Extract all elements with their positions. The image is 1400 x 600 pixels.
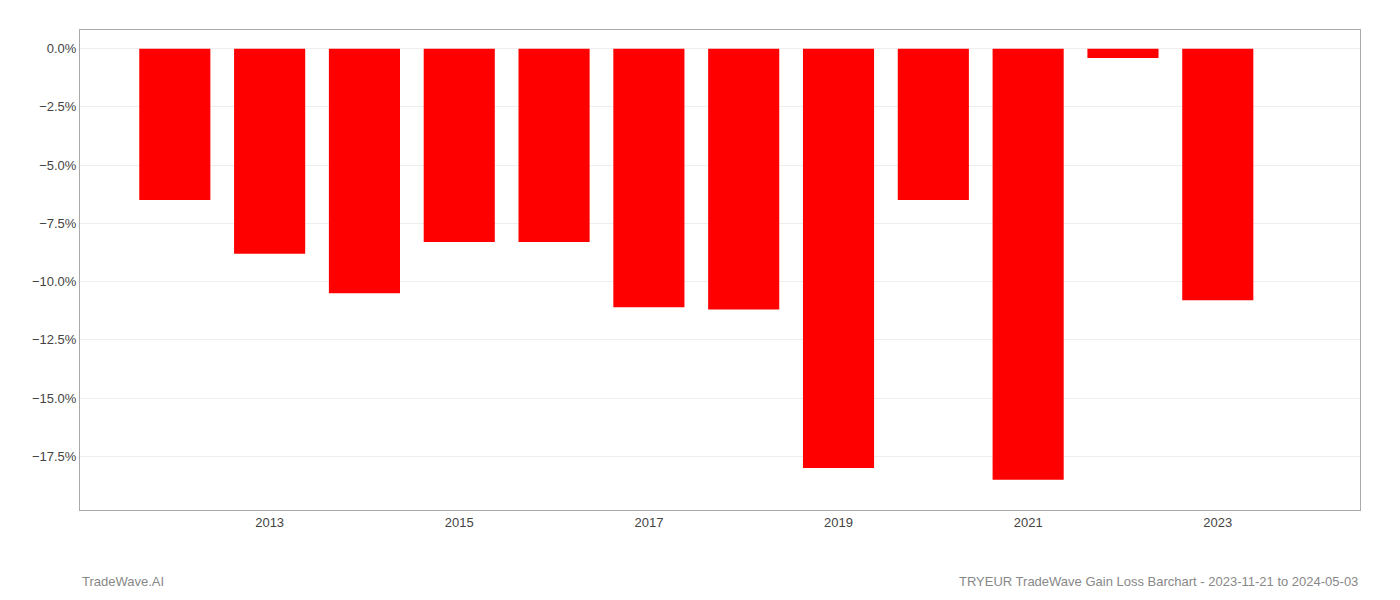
svg-text:−5.0%: −5.0% [39,158,77,173]
svg-text:−10.0%: −10.0% [32,274,77,289]
svg-text:−2.5%: −2.5% [39,99,77,114]
svg-text:2013: 2013 [255,515,284,530]
svg-text:2023: 2023 [1203,515,1232,530]
svg-text:−17.5%: −17.5% [32,449,77,464]
svg-text:2019: 2019 [824,515,853,530]
svg-text:2015: 2015 [445,515,474,530]
svg-text:2021: 2021 [1014,515,1043,530]
svg-text:TRYEUR TradeWave Gain Loss Bar: TRYEUR TradeWave Gain Loss Barchart - 20… [959,574,1358,589]
svg-text:−12.5%: −12.5% [32,332,77,347]
svg-text:TradeWave.AI: TradeWave.AI [82,574,164,589]
svg-text:−15.0%: −15.0% [32,391,77,406]
svg-text:2017: 2017 [634,515,663,530]
svg-text:0.0%: 0.0% [47,41,77,56]
svg-text:−7.5%: −7.5% [39,216,77,231]
